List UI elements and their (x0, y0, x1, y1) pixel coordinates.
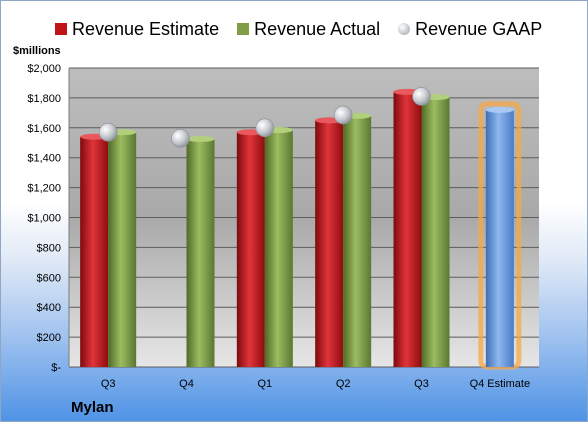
y-tick-label: $- (51, 362, 61, 374)
y-tick-label: $1,600 (27, 123, 61, 135)
y-tick-label: $200 (37, 332, 61, 344)
legend-item-actual: Revenue Actual (237, 19, 380, 40)
point-revenue-gaap (333, 105, 353, 125)
x-tick-label: Q3 (414, 378, 429, 390)
bar-revenue-estimate (315, 120, 344, 367)
y-axis-unit-label: $millions (13, 45, 61, 57)
bar-top-q4-estimate (485, 106, 514, 113)
point-revenue-gaap (412, 87, 431, 106)
legend-item-estimate: Revenue Estimate (55, 19, 219, 40)
bar-q4-estimate (485, 109, 514, 368)
bar-revenue-estimate (393, 91, 422, 368)
point-revenue-gaap (255, 118, 275, 138)
y-tick-label: $1,000 (27, 213, 61, 225)
y-tick-label: $1,800 (27, 93, 61, 105)
point-revenue-gaap (98, 122, 118, 142)
company-name: Mylan (71, 399, 114, 416)
legend-label-gaap: Revenue GAAP (415, 18, 543, 39)
y-tick-label: $1,400 (27, 153, 61, 165)
bar-revenue-actual (421, 97, 450, 367)
legend-swatch-estimate (55, 23, 67, 35)
bar-top-revenue-actual (186, 136, 215, 143)
x-tick-label: Q4 (179, 378, 194, 390)
x-tick-label: Q1 (257, 378, 272, 390)
legend-swatch-gaap (398, 23, 411, 35)
legend-item-gaap: Revenue GAAP (398, 19, 542, 40)
y-tick-label: $2,000 (27, 63, 61, 75)
x-tick-label: Q4 Estimate (470, 378, 531, 390)
y-tick-label: $600 (37, 272, 61, 284)
legend-label-actual: Revenue Actual (254, 18, 381, 39)
y-tick-label: $1,200 (27, 183, 61, 195)
x-tick-label: Q2 (336, 378, 351, 390)
bar-revenue-estimate (80, 136, 109, 367)
x-tick-label: Q3 (101, 378, 116, 390)
legend-swatch-actual (237, 23, 250, 35)
bar-revenue-actual (343, 115, 372, 367)
bar-revenue-estimate (236, 132, 265, 367)
bar-revenue-actual (108, 132, 137, 367)
y-tick-label: $800 (37, 242, 61, 254)
y-tick-label: $400 (37, 302, 61, 314)
legend-label-estimate: Revenue Estimate (72, 18, 220, 39)
bar-revenue-actual (264, 130, 293, 367)
point-revenue-gaap (171, 128, 190, 148)
legend: Revenue Estimate Revenue Actual Revenue … (55, 17, 560, 41)
bar-revenue-actual (186, 139, 215, 367)
